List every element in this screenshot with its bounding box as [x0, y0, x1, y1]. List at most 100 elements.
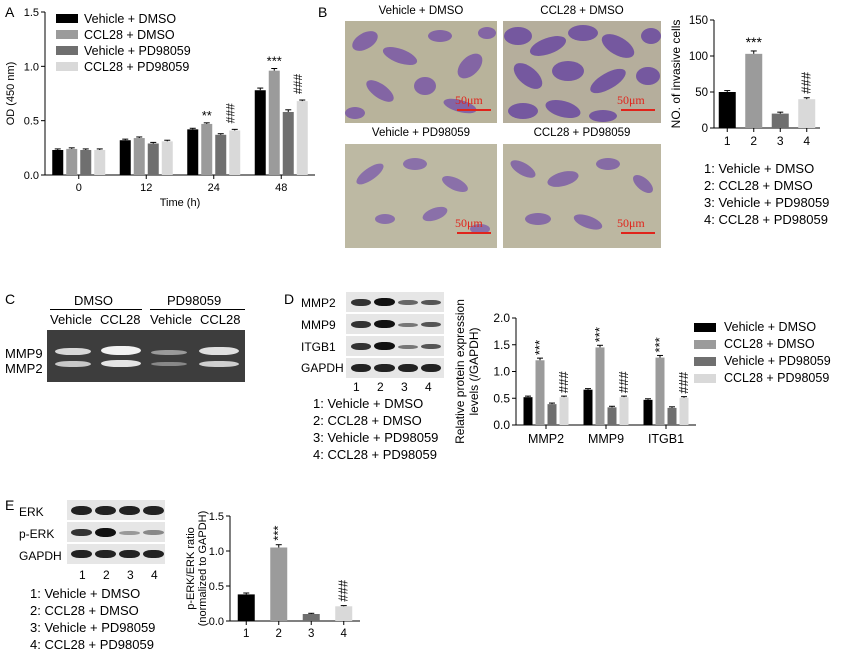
- bar: [147, 143, 159, 175]
- x-tick-label: 48: [275, 182, 287, 194]
- chart-a-od450: 0.0 0.5 1.0 1.5 OD (450 nm) 0 12 ** ### 24 *** ### 4…: [5, 7, 315, 209]
- group-line-dmso: [50, 309, 142, 310]
- y-axis-label: OD (450 nm): [5, 62, 17, 126]
- legend-swatch: [56, 62, 78, 71]
- significance-label: ###: [224, 103, 238, 123]
- x-tick-label: 1: [243, 628, 249, 640]
- bar: [798, 99, 816, 128]
- bar: [52, 150, 64, 175]
- band-label-mmp9: MMP9: [5, 346, 43, 361]
- list-item: 1: Vehicle + DMSO: [313, 396, 424, 411]
- legend-label: Vehicle + DMSO: [724, 320, 817, 334]
- y-axis-label: levels (/GAPDH): [467, 327, 481, 415]
- bar: [66, 148, 78, 175]
- list-item: 4: CCL28 + PD98059: [704, 212, 828, 227]
- bar: [535, 360, 545, 425]
- bar: [254, 90, 266, 175]
- y-tick-label: 1.0: [493, 365, 510, 379]
- panel-b-group-list: 1: Vehicle + DMSO 2: CCL28 + DMSO 3: Veh…: [704, 160, 829, 228]
- y-tick-label: 0: [702, 123, 708, 135]
- y-tick-label: 0.5: [493, 391, 510, 405]
- panel-b-label: B: [318, 4, 328, 20]
- legend-label: CCL28 + DMSO: [84, 28, 175, 42]
- significance-label: ***: [746, 34, 763, 50]
- bar: [643, 399, 653, 425]
- x-tick-label: 3: [777, 134, 784, 148]
- micro-title-1: Vehicle + DMSO: [378, 5, 464, 17]
- legend-item: CCL28 + DMSO: [694, 337, 815, 351]
- chart-e-perk-ratio: 0.0 0.5 1.0 1.5 p-ERK/ERK ratio (normalized t…: [185, 511, 360, 640]
- scale-bar: [457, 109, 491, 111]
- x-tick-label: MMP2: [528, 432, 564, 446]
- legend-swatch: [694, 339, 716, 349]
- bar: [655, 357, 665, 425]
- scale-label: 50μm: [617, 216, 645, 230]
- lane-label: CCL28: [100, 312, 141, 327]
- bar: [237, 594, 255, 621]
- bar: [94, 150, 106, 175]
- blot-label: MMP9: [301, 318, 336, 332]
- lane-number: 1: [79, 568, 86, 582]
- bar: [270, 547, 288, 621]
- micro-title-3: Vehicle + PD98059: [371, 127, 471, 139]
- significance-label: ###: [336, 579, 351, 601]
- x-tick-label: 12: [140, 182, 152, 194]
- bar: [667, 407, 677, 425]
- x-tick-label: 3: [308, 628, 314, 640]
- list-item: 3: Vehicle + PD98059: [30, 620, 156, 635]
- legend-swatch: [56, 46, 78, 55]
- group-label-pd98059: PD98059: [167, 293, 222, 308]
- bar: [296, 101, 308, 175]
- bar: [201, 123, 213, 175]
- significance-label: ***: [652, 337, 667, 352]
- panel-e-label: E: [5, 497, 15, 513]
- western-blot-gapdh: [67, 544, 165, 564]
- panel-c-label: C: [5, 291, 16, 307]
- significance-label: ###: [676, 371, 691, 393]
- y-tick-label: 2.0: [493, 311, 510, 325]
- chart-d-protein-expression: 0.0 0.5 1.0 1.5 2.0 Relative protein expressi…: [453, 299, 696, 446]
- bar: [80, 150, 92, 175]
- lane-number: 2: [103, 568, 110, 582]
- zymography-gel: [47, 330, 245, 382]
- blot-label: MMP2: [301, 296, 336, 310]
- western-blot-mmp2: [346, 292, 444, 312]
- legend-label: CCL28 + PD98059: [724, 371, 830, 385]
- significance-label: ###: [556, 371, 571, 393]
- significance-label: ###: [616, 371, 631, 393]
- micrograph-ccl28-dmso: 50μm: [503, 21, 661, 123]
- lane-number: 1: [353, 380, 360, 394]
- bar: [745, 53, 763, 129]
- x-tick-label: 24: [208, 182, 220, 194]
- y-tick-label: 1.5: [493, 338, 510, 352]
- list-item: 4: CCL28 + PD98059: [313, 447, 437, 462]
- scale-bar: [621, 232, 655, 234]
- y-tick-label: 0.0: [493, 418, 510, 432]
- y-tick-label: 150: [689, 15, 708, 27]
- legend-swatch: [56, 14, 78, 23]
- y-tick-label: 100: [689, 51, 708, 63]
- bar: [595, 347, 605, 425]
- list-item: 2: CCL28 + DMSO: [704, 178, 813, 193]
- blot-label: ERK: [19, 505, 44, 519]
- significance-label: ***: [532, 340, 547, 355]
- bar: [718, 92, 736, 128]
- significance-label: ***: [271, 526, 286, 541]
- list-item: 3: Vehicle + PD98059: [313, 430, 439, 445]
- legend-item: CCL28 + PD98059: [694, 371, 829, 385]
- y-tick-label: 0.0: [209, 616, 224, 628]
- panel-a-label: A: [5, 4, 15, 20]
- lane-label: CCL28: [200, 312, 241, 327]
- bar: [771, 113, 789, 128]
- legend-swatch: [56, 30, 78, 39]
- legend-label: CCL28 + PD98059: [84, 60, 189, 74]
- bar: [187, 129, 199, 175]
- x-tick-label: 1: [724, 134, 731, 148]
- micro-title-4: CCL28 + PD98059: [533, 127, 631, 139]
- list-item: 4: CCL28 + PD98059: [30, 637, 154, 652]
- lane-number: 3: [127, 568, 134, 582]
- bar: [268, 70, 280, 175]
- bar: [607, 407, 617, 425]
- chart-b-invasive-cells: 0 50 100 150 NO. of invasive cells 1 2 *** 3 4 ###: [669, 15, 820, 148]
- bar: [229, 130, 241, 175]
